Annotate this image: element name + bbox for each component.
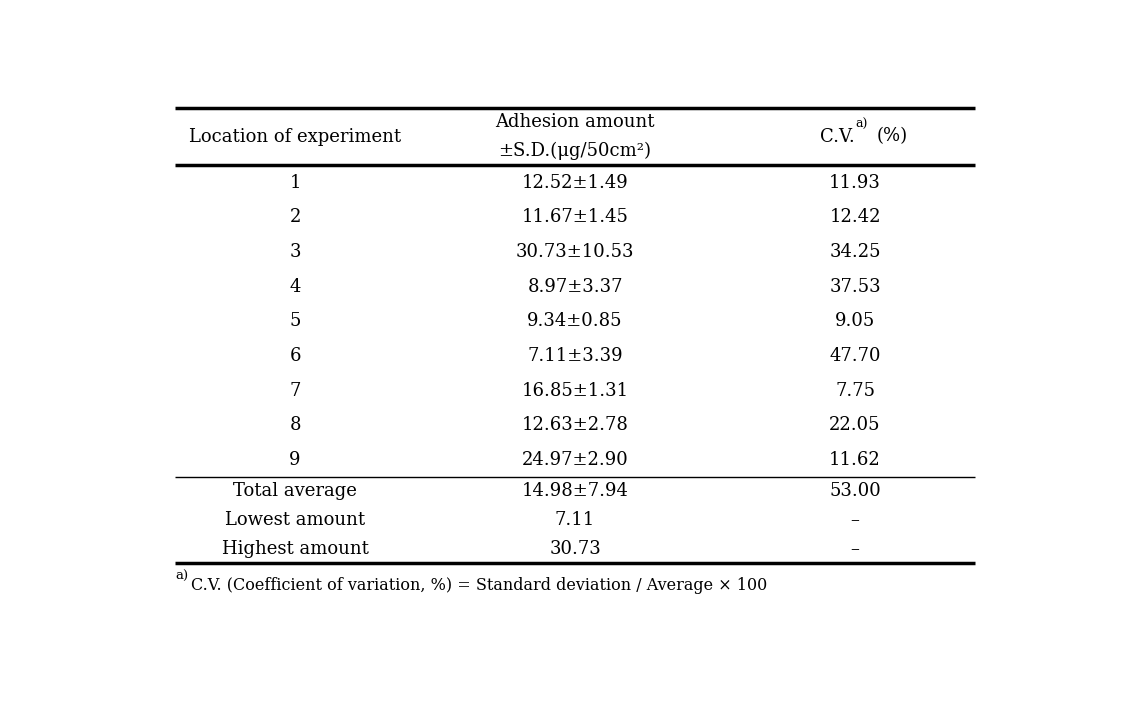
Text: 12.52±1.49: 12.52±1.49 — [522, 174, 628, 192]
Text: 7.11±3.39: 7.11±3.39 — [527, 347, 623, 365]
Text: –: – — [850, 540, 859, 558]
Text: 2: 2 — [289, 208, 301, 226]
Text: Adhesion amount: Adhesion amount — [495, 114, 655, 131]
Text: a): a) — [175, 570, 188, 583]
Text: 30.73: 30.73 — [549, 540, 601, 558]
Text: 9.34±0.85: 9.34±0.85 — [527, 312, 623, 331]
Text: 30.73±10.53: 30.73±10.53 — [516, 243, 634, 261]
Text: 7: 7 — [289, 381, 301, 400]
Text: 37.53: 37.53 — [829, 278, 881, 296]
Text: 4: 4 — [289, 278, 301, 296]
Text: 11.62: 11.62 — [829, 451, 881, 469]
Text: 6: 6 — [289, 347, 301, 365]
Text: 9.05: 9.05 — [835, 312, 875, 331]
Text: 9: 9 — [289, 451, 301, 469]
Text: a): a) — [855, 118, 867, 131]
Text: 8.97±3.37: 8.97±3.37 — [527, 278, 623, 296]
Text: (%): (%) — [876, 128, 908, 146]
Text: 53.00: 53.00 — [829, 483, 881, 501]
Text: 12.63±2.78: 12.63±2.78 — [522, 416, 628, 434]
Text: ±S.D.(μg/50cm²): ±S.D.(μg/50cm²) — [498, 141, 652, 160]
Text: Location of experiment: Location of experiment — [188, 128, 401, 146]
Text: 7.75: 7.75 — [835, 381, 875, 400]
Text: 47.70: 47.70 — [829, 347, 881, 365]
Text: 34.25: 34.25 — [829, 243, 881, 261]
Text: 3: 3 — [289, 243, 301, 261]
Text: 5: 5 — [289, 312, 301, 331]
Text: 8: 8 — [289, 416, 301, 434]
Text: C.V.: C.V. — [820, 128, 855, 146]
Text: –: – — [850, 511, 859, 529]
Text: 12.42: 12.42 — [829, 208, 881, 226]
Text: 22.05: 22.05 — [829, 416, 881, 434]
Text: Total average: Total average — [233, 483, 357, 501]
Text: 16.85±1.31: 16.85±1.31 — [522, 381, 628, 400]
Text: Highest amount: Highest amount — [221, 540, 368, 558]
Text: 14.98±7.94: 14.98±7.94 — [522, 483, 628, 501]
Text: 7.11: 7.11 — [555, 511, 595, 529]
Text: C.V. (Coefficient of variation, %) = Standard deviation / Average × 100: C.V. (Coefficient of variation, %) = Sta… — [191, 578, 767, 595]
Text: 24.97±2.90: 24.97±2.90 — [522, 451, 628, 469]
Text: 11.93: 11.93 — [829, 174, 881, 192]
Text: 11.67±1.45: 11.67±1.45 — [522, 208, 628, 226]
Text: Lowest amount: Lowest amount — [226, 511, 365, 529]
Text: 1: 1 — [289, 174, 301, 192]
